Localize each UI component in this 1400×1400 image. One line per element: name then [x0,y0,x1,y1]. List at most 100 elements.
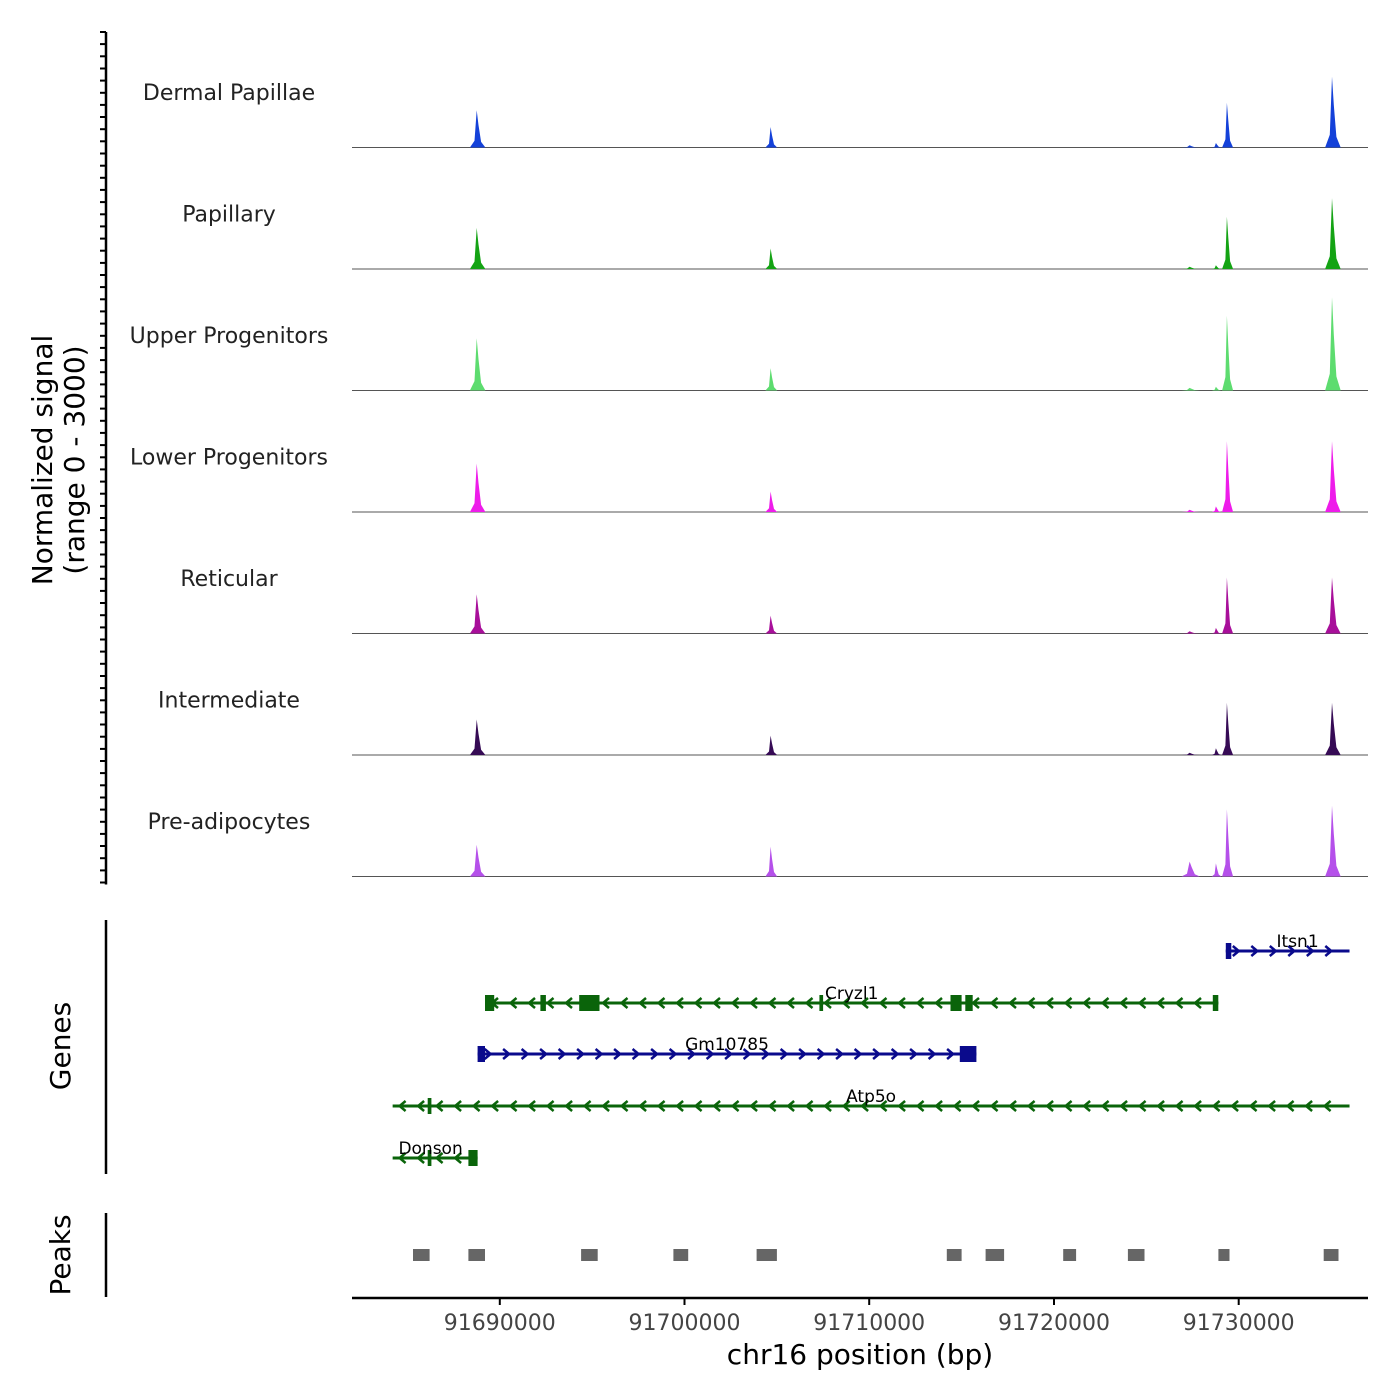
strand-arrow [705,1048,715,1060]
strand-arrow [1026,1100,1036,1112]
x-tick-label: 91730000 [1183,1311,1295,1336]
coverage-peak [765,248,778,269]
gene-model: Cryzl1 [485,984,1219,1011]
strand-arrow [724,1048,734,1060]
strand-arrow [1322,1100,1332,1112]
strand-arrow [767,1100,777,1112]
strand-arrow [453,1100,462,1112]
peak-region [1323,1249,1339,1261]
coverage-peak [1222,102,1234,148]
coverage-panel: Dermal Papillae Papillary Upper Progenitor… [100,31,1368,885]
gene-model: Atp5o [392,1087,1350,1114]
gene-label: Itsn1 [1277,932,1319,952]
coverage-ylabel-line1: Normalized signal [26,335,59,586]
peak-region [673,1249,689,1261]
strand-arrow [897,1100,906,1112]
strand-arrow [897,997,906,1009]
strand-arrow [397,1100,407,1112]
exon [1225,943,1232,959]
gene-model: Donson [392,1139,478,1166]
strand-arrow [508,1100,518,1112]
strand-arrow [675,997,684,1009]
strand-arrow [601,997,610,1009]
strand-arrow [453,1152,462,1164]
gene-label: Gm10785 [685,1035,769,1055]
strand-arrow [1119,1100,1128,1112]
strand-arrow [520,1048,530,1060]
exon [950,995,962,1011]
track-label: Lower Progenitors [130,446,328,471]
coverage-peak [1325,577,1341,634]
coverage-peak [1181,631,1200,634]
exon [965,995,973,1011]
strand-arrow [1174,1100,1184,1112]
coverage-peak [1211,506,1222,512]
exon [485,995,495,1011]
exon [819,995,824,1011]
coverage-track: Intermediate [158,689,1368,756]
strand-arrow [915,997,925,1009]
coverage-peak [1325,441,1341,512]
strand-arrow [545,1100,555,1112]
coverage-peak [1211,386,1222,391]
coverage-track: Papillary [182,198,1368,270]
coverage-peak [469,719,486,755]
coverage-peak [469,110,486,148]
coverage-peak [765,491,778,512]
strand-arrow [841,997,851,1009]
strand-arrow [1045,1100,1054,1112]
coverage-peak [1325,805,1341,877]
strand-arrow [693,1100,703,1112]
strand-arrow [712,997,721,1009]
strand-arrow [712,1100,721,1112]
strand-arrow [1063,997,1073,1009]
exon [540,995,546,1011]
coverage-track: Pre-adipocytes [148,805,1368,877]
strand-arrow [1267,1100,1276,1112]
coverage-peak [1211,863,1222,877]
strand-arrow [878,1100,888,1112]
strand-arrow [989,997,999,1009]
strand-arrow [687,1048,697,1060]
coverage-peak [765,615,778,634]
peaks-panel [104,1213,1339,1297]
track-label: Pre-adipocytes [148,810,311,835]
coverage-peak [469,463,486,512]
strand-arrow [841,1100,851,1112]
strand-arrow [761,1048,771,1060]
strand-arrow [416,1100,425,1112]
strand-arrow [1137,1100,1147,1112]
coverage-peak [1222,315,1234,391]
x-axis: 91690000 91700000 91710000 91720000 91730000 [352,1296,1368,1336]
x-tick-label: 91720000 [998,1311,1110,1336]
coverage-peak [1222,577,1234,634]
coverage-peak [1222,809,1234,877]
strand-arrow [915,1100,925,1112]
strand-arrow [798,1048,808,1060]
strand-arrow [1193,1100,1202,1112]
exon [427,1098,432,1114]
strand-arrow [804,997,814,1009]
genes-panel: Itsn1 Cryzl1 Gm10785 Atp5o Donson [104,920,1350,1174]
strand-arrow [823,1100,832,1112]
strand-arrow [872,1048,882,1060]
peak-region [946,1249,962,1261]
strand-arrow [508,997,518,1009]
coverage-track: Upper Progenitors [130,297,1368,391]
strand-arrow [742,1048,752,1060]
strand-arrow [1026,997,1036,1009]
strand-arrow [557,1048,567,1060]
coverage-peak [1325,198,1341,269]
strand-arrow [631,1048,641,1060]
strand-arrow [730,1100,740,1112]
strand-arrow [638,997,647,1009]
strand-arrow [890,1048,900,1060]
coverage-peak [1181,387,1200,391]
coverage-peak [469,338,486,391]
strand-arrow [853,1048,863,1060]
strand-arrow [1137,997,1147,1009]
coverage-peak [1211,748,1222,755]
strand-arrow [1287,945,1297,957]
strand-arrow [909,1048,919,1060]
strand-arrow [860,1100,869,1112]
